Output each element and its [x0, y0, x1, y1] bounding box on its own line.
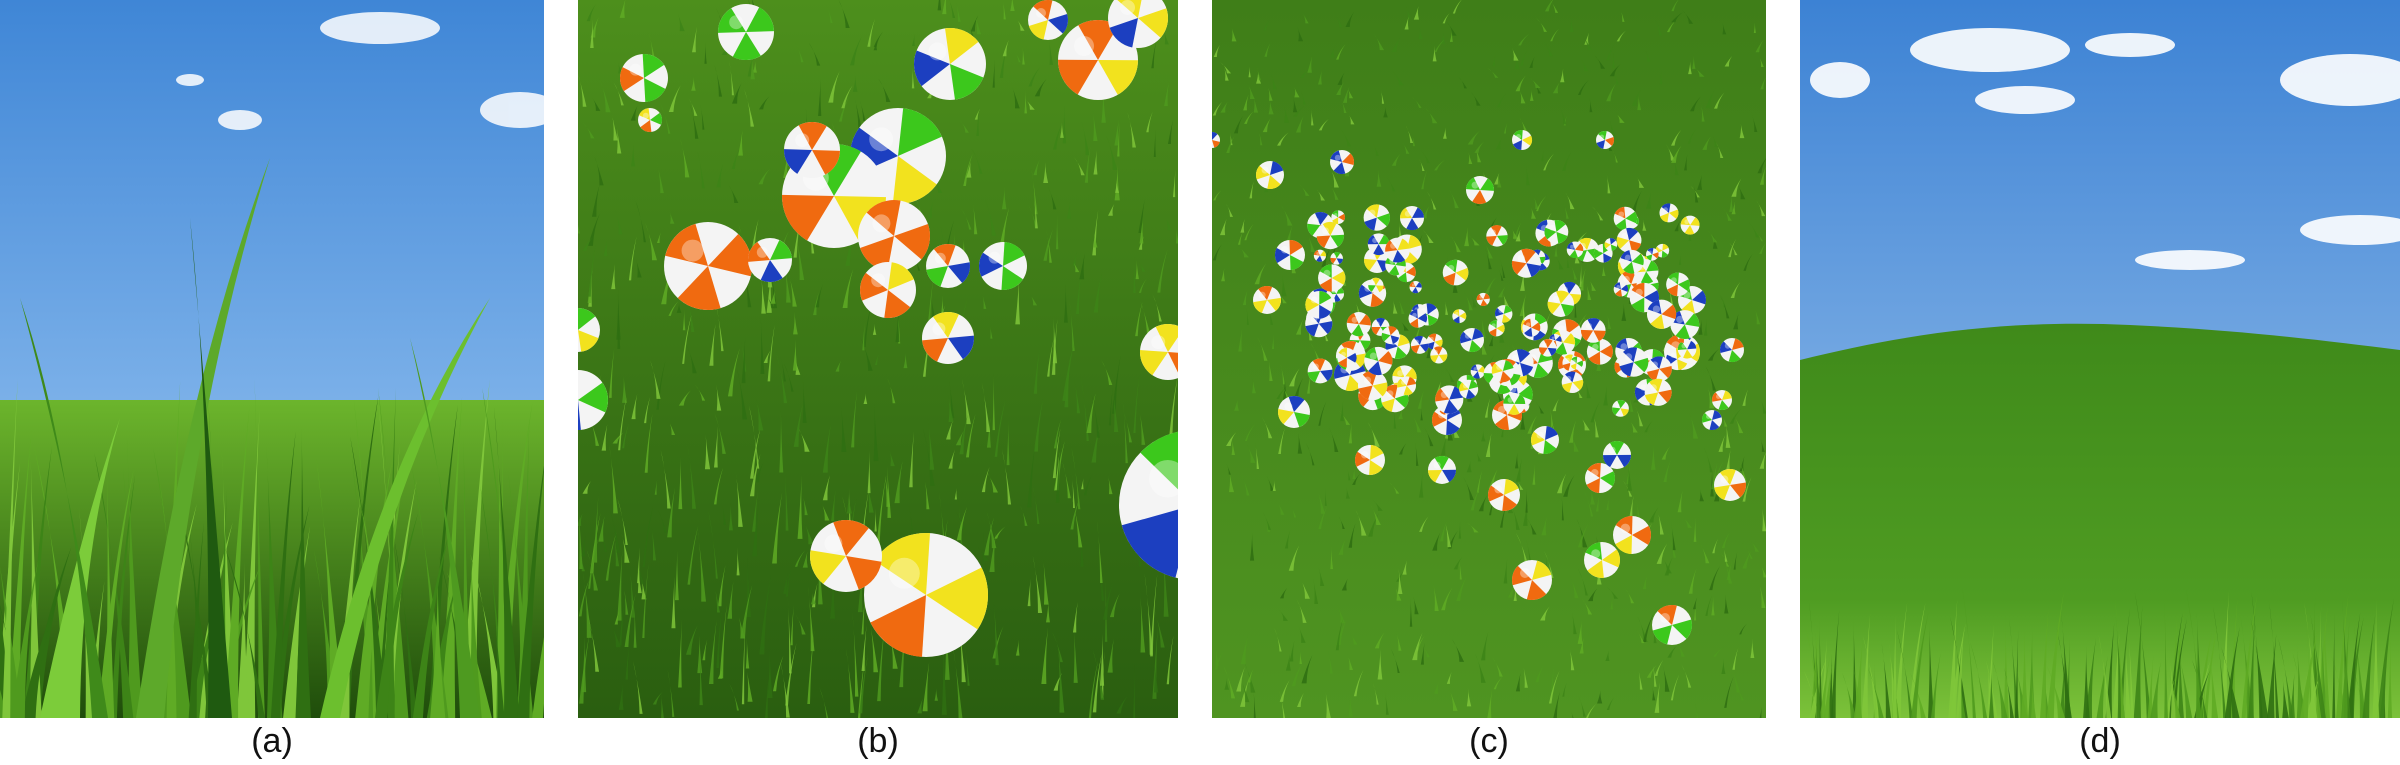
caption-a: (a): [251, 722, 293, 760]
balls-overhead-image: [1212, 0, 1766, 718]
panel-a-grass-closeup: [0, 0, 544, 718]
beach-balls: [578, 0, 1178, 657]
panel-d-grass-hill: [1800, 0, 2400, 718]
grass-closeup-image: [0, 0, 544, 718]
caption-c: (c): [1469, 722, 1509, 760]
balls-closeup-image: [578, 0, 1178, 718]
caption-b: (b): [857, 722, 899, 760]
grass-hill-image: [1800, 0, 2400, 718]
panel-b-balls-closeup: [578, 0, 1178, 718]
panel-c-balls-overhead: [1212, 0, 1766, 718]
grass-blades-foreground: [1803, 588, 2395, 718]
caption-d: (d): [2079, 722, 2121, 760]
grass-blades: [0, 158, 544, 718]
beach-balls: [1212, 130, 1746, 645]
